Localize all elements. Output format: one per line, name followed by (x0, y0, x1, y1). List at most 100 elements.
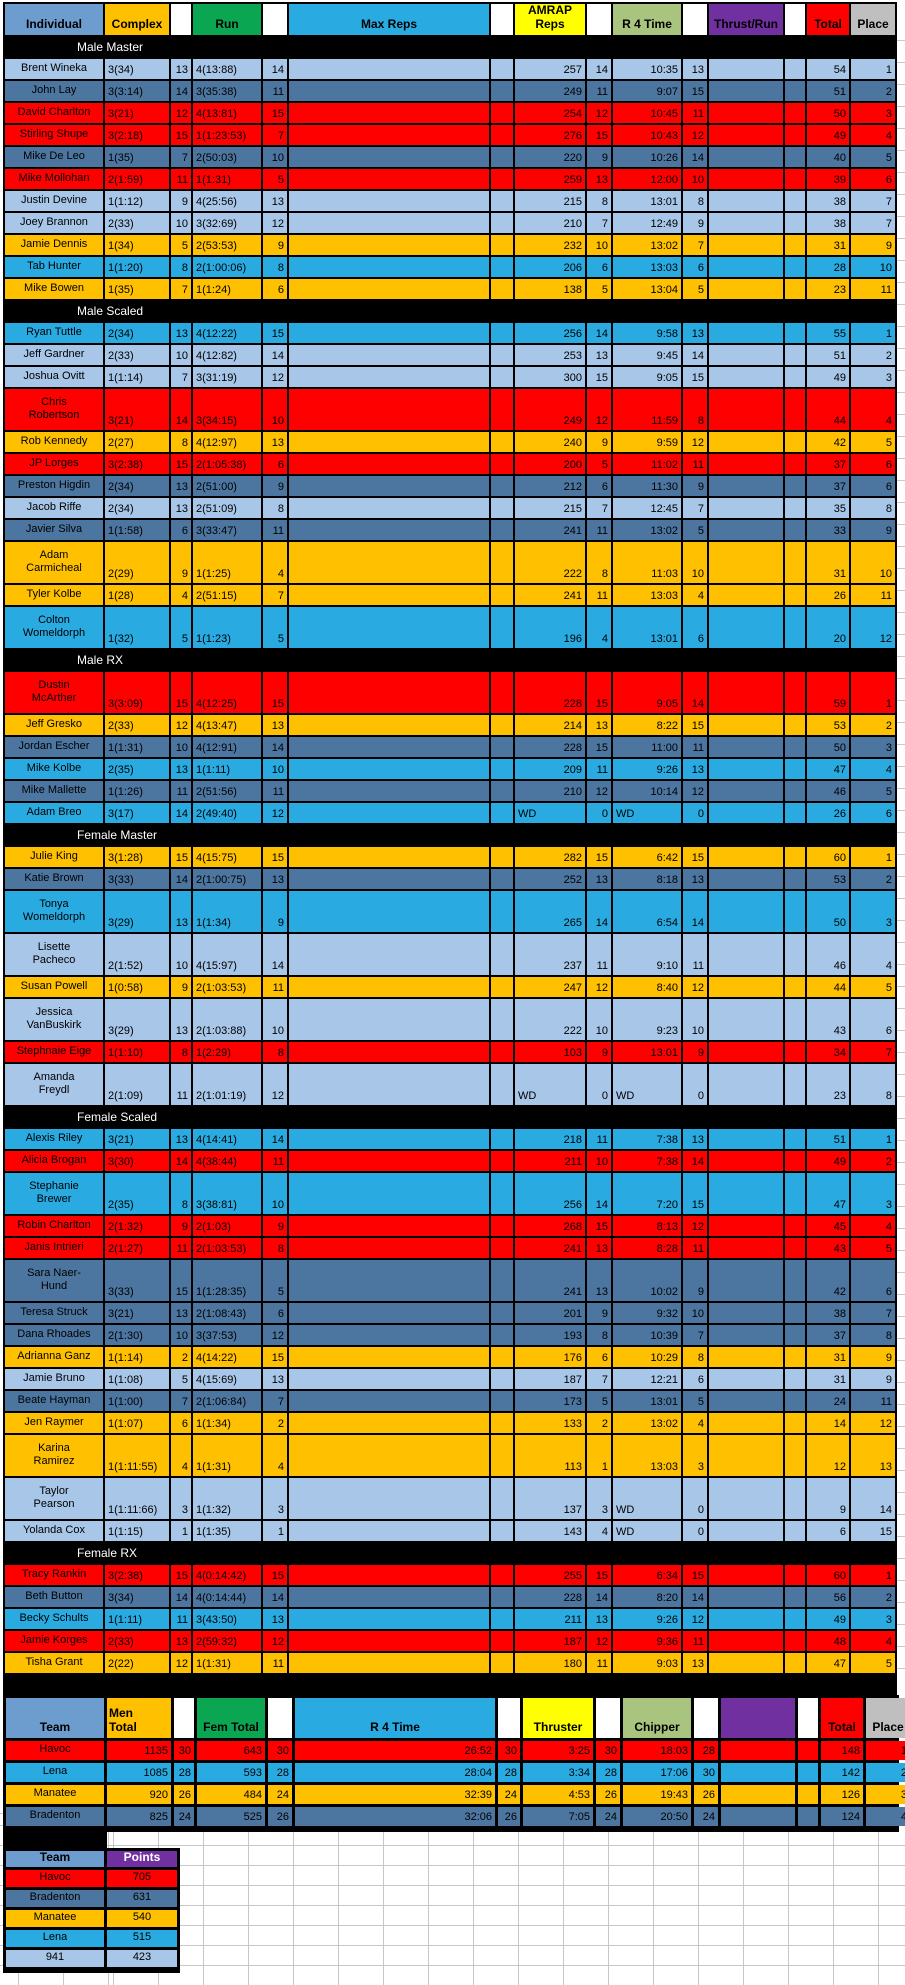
cell-total[interactable]: 47 (807, 1173, 849, 1214)
cell-complex-score[interactable]: 3(21) (105, 389, 169, 430)
cell-complex-score[interactable]: 1(1:31) (105, 737, 169, 757)
cell-complex-rank[interactable]: 13 (171, 1631, 191, 1651)
cell-thrust-run-rank[interactable] (785, 999, 805, 1040)
cell-amrap-reps[interactable]: 268 (515, 1216, 585, 1236)
cell-place[interactable]: 6 (851, 454, 895, 474)
cell-r4-rank[interactable]: 6 (683, 257, 707, 277)
cell-r4-rank[interactable]: 10 (683, 1303, 707, 1323)
cell-max-reps-rank[interactable] (491, 1347, 513, 1367)
header-spacer[interactable] (491, 4, 513, 35)
cell-complex-rank[interactable]: 10 (171, 934, 191, 975)
cell-max-reps[interactable] (289, 1151, 489, 1171)
cell-total[interactable]: 148 (821, 1741, 863, 1760)
cell-amrap-reps[interactable]: 218 (515, 1129, 585, 1149)
cell-complex-score[interactable]: 1(1:15) (105, 1521, 169, 1541)
cell-run-rank[interactable]: 15 (263, 847, 287, 867)
cell-max-reps-rank[interactable] (491, 847, 513, 867)
cell-run-score[interactable]: 1(2:29) (193, 1042, 261, 1062)
cell-place[interactable]: 7 (851, 1303, 895, 1323)
cell-amrap-rank[interactable]: 7 (587, 1369, 611, 1389)
cell-complex-rank[interactable]: 14 (171, 81, 191, 101)
cell-r4-rank[interactable]: 14 (683, 1151, 707, 1171)
cell-amrap-reps[interactable]: WD (515, 803, 585, 823)
cell-thrust-run-rank[interactable] (785, 1347, 805, 1367)
cell-run-score[interactable]: 1(1:28:35) (193, 1260, 261, 1301)
cell-fem-total[interactable]: 643 (197, 1741, 265, 1760)
cell-chipper[interactable]: 19:43 (623, 1785, 691, 1804)
cell-thrust-run[interactable] (709, 869, 783, 889)
cell-max-reps-rank[interactable] (491, 498, 513, 518)
cell-thrust-run-rank[interactable] (785, 432, 805, 452)
cell-r4-rank[interactable]: 10 (683, 542, 707, 583)
cell-max-reps-rank[interactable] (491, 147, 513, 167)
cell-max-reps-rank[interactable] (491, 542, 513, 583)
cell-amrap-rank[interactable]: 9 (587, 1042, 611, 1062)
cell-amrap-rank[interactable]: 15 (587, 1565, 611, 1585)
cell-complex-score[interactable]: 3(1:28) (105, 847, 169, 867)
cell-complex-score[interactable]: 1(1:20) (105, 257, 169, 277)
section-band-male-rx[interactable]: Male RX (5, 650, 895, 670)
cell-total[interactable]: 126 (821, 1785, 863, 1804)
cell-r4-rank[interactable]: 15 (683, 81, 707, 101)
cell-place[interactable]: 1 (851, 847, 895, 867)
header-thrust-run[interactable]: Thrust/Run (709, 4, 783, 35)
cell-r4-time[interactable]: 9:05 (613, 672, 681, 713)
cell-place[interactable]: 4 (851, 759, 895, 779)
cell-max-reps[interactable] (289, 542, 489, 583)
cell-complex-rank[interactable]: 15 (171, 454, 191, 474)
cell-r4-time[interactable]: WD (613, 803, 681, 823)
cell-total[interactable]: 40 (807, 147, 849, 167)
cell-amrap-rank[interactable]: 2 (587, 1413, 611, 1433)
cell-place[interactable]: 1 (851, 59, 895, 79)
cell-max-reps[interactable] (289, 81, 489, 101)
cell-run-score[interactable]: 4(38:44) (193, 1151, 261, 1171)
cell-max-reps-rank[interactable] (491, 715, 513, 735)
cell-thrust-run-rank[interactable] (785, 1369, 805, 1389)
cell-r4-rank[interactable]: 11 (683, 737, 707, 757)
cell-thrust-run-rank[interactable] (798, 1807, 818, 1826)
cell-run-rank[interactable]: 13 (263, 715, 287, 735)
cell-r4-rank[interactable]: 3 (683, 1435, 707, 1476)
cell-individual[interactable]: Taylor Pearson (5, 1478, 103, 1519)
cell-individual[interactable]: Becky Schults (5, 1609, 103, 1629)
cell-total[interactable]: 56 (807, 1587, 849, 1607)
cell-total[interactable]: 50 (807, 891, 849, 932)
cell-thrust-run[interactable] (709, 476, 783, 496)
cell-place[interactable]: 7 (851, 213, 895, 233)
cell-r4-rank[interactable]: 4 (683, 585, 707, 605)
cell-max-reps-rank[interactable] (491, 432, 513, 452)
cell-run-score[interactable]: 1(1:23:53) (193, 125, 261, 145)
cell-run-rank[interactable]: 14 (263, 1587, 287, 1607)
cell-complex-rank[interactable]: 15 (171, 847, 191, 867)
cell-place[interactable]: 6 (851, 999, 895, 1040)
cell-individual[interactable]: Jamie Bruno (5, 1369, 103, 1389)
cell-r4-rank[interactable]: 14 (683, 147, 707, 167)
cell-complex-score[interactable]: 1(28) (105, 585, 169, 605)
cell-max-reps-rank[interactable] (491, 520, 513, 540)
section-band-male-scaled[interactable]: Male Scaled (5, 301, 895, 321)
cell-thrust-run[interactable] (709, 977, 783, 997)
cell-max-reps-rank[interactable] (491, 1042, 513, 1062)
cell-place[interactable]: 9 (851, 1369, 895, 1389)
cell-complex-score[interactable]: 2(33) (105, 1631, 169, 1651)
cell-thrust-run-rank[interactable] (785, 759, 805, 779)
cell-individual[interactable]: Stephnaie Eige (5, 1042, 103, 1062)
cell-r4-rank[interactable]: 12 (683, 781, 707, 801)
cell-run-rank[interactable]: 10 (263, 759, 287, 779)
cell-run-rank[interactable]: 14 (263, 1129, 287, 1149)
cell-run-score[interactable]: 1(1:35) (193, 1521, 261, 1541)
cell-amrap-rank[interactable]: 6 (587, 257, 611, 277)
cell-max-reps[interactable] (289, 520, 489, 540)
cell-r4-time[interactable]: 10:45 (613, 103, 681, 123)
cell-run-score[interactable]: 1(1:31) (193, 169, 261, 189)
cell-complex-rank[interactable]: 7 (171, 279, 191, 299)
cell-run-rank[interactable]: 7 (263, 125, 287, 145)
cell-amrap-rank[interactable]: 8 (587, 542, 611, 583)
cell-amrap-rank[interactable]: 6 (587, 1347, 611, 1367)
cell-total[interactable]: 43 (807, 1238, 849, 1258)
cell-amrap-reps[interactable]: 241 (515, 1238, 585, 1258)
cell-run-score[interactable]: 1(1:11) (193, 759, 261, 779)
cell-individual[interactable]: Jeff Gresko (5, 715, 103, 735)
cell-complex-rank[interactable]: 6 (171, 1413, 191, 1433)
cell-complex-score[interactable]: 1(1:58) (105, 520, 169, 540)
